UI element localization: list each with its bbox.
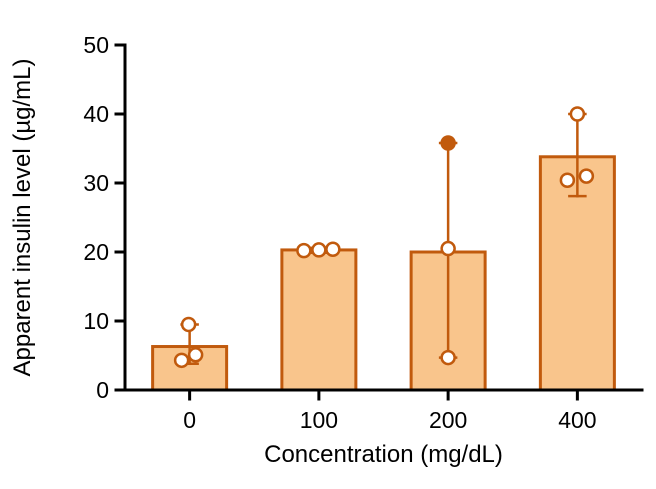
data-point-200-2 (440, 135, 456, 151)
x-axis-label: Concentration (mg/dL) (264, 441, 503, 468)
x-tick-label-400: 400 (558, 407, 596, 433)
data-point-200-1 (440, 240, 456, 257)
data-point-400-2 (569, 106, 586, 122)
x-tick-label-0: 0 (183, 407, 196, 433)
y-tick-label-30: 30 (83, 170, 109, 196)
data-point-0-2 (180, 316, 197, 333)
bar-100 (280, 248, 358, 392)
data-point-0-0 (173, 352, 190, 369)
x-tick-label-100: 100 (300, 407, 338, 433)
data-point-400-1 (578, 168, 595, 184)
y-tick-label-20: 20 (83, 239, 109, 265)
y-axis-label: Apparent insulin level (µg/mL) (9, 59, 36, 377)
y-tick-label-0: 0 (96, 377, 109, 403)
y-tick-label-50: 50 (83, 32, 109, 58)
data-point-400-0 (559, 172, 576, 188)
data-point-100-2 (325, 241, 341, 257)
data-point-100-0 (296, 242, 312, 259)
y-tick-label-40: 40 (83, 101, 109, 127)
data-point-200-0 (440, 349, 456, 366)
data-point-0-1 (187, 347, 204, 363)
y-tick-label-10: 10 (83, 308, 109, 334)
data-point-100-1 (311, 242, 327, 258)
x-tick-label-200: 200 (429, 407, 467, 433)
